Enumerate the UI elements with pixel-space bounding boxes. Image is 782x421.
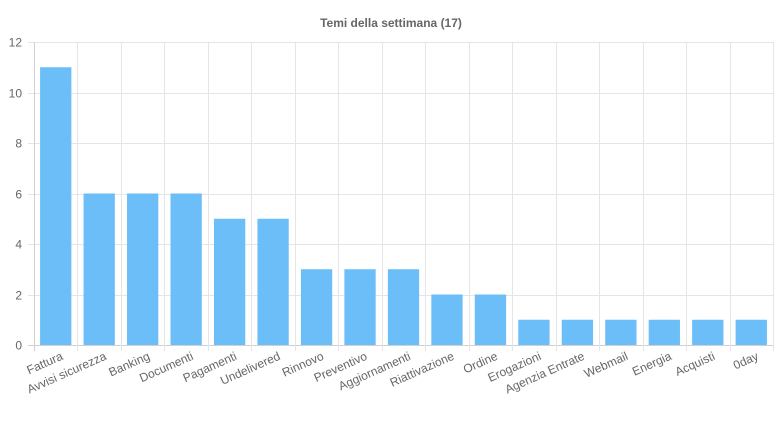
- x-tick-label: Acquisti: [673, 349, 717, 379]
- bar: [518, 319, 550, 345]
- y-tick-label: 12: [9, 36, 23, 50]
- bar: [257, 218, 289, 345]
- bar: [474, 294, 507, 345]
- bar: [170, 193, 202, 345]
- y-tick-label: 4: [15, 238, 22, 252]
- bar: [213, 218, 246, 345]
- y-tick-label: 6: [15, 188, 22, 202]
- x-tick-label: Energia: [630, 349, 674, 379]
- y-tick-label: 2: [15, 289, 22, 303]
- bar: [648, 319, 680, 345]
- y-tick-label: 8: [15, 137, 22, 151]
- bar: [387, 269, 420, 345]
- y-tick-label: 10: [9, 87, 23, 101]
- bar: [735, 319, 767, 345]
- bar: [127, 193, 159, 345]
- y-tick-label: 0: [15, 339, 22, 353]
- bar: [300, 269, 333, 345]
- bar: [83, 193, 115, 345]
- x-tick-label: 0day: [731, 349, 760, 372]
- bar: [605, 319, 637, 345]
- bar: [692, 319, 724, 345]
- x-tick-label: Webmail: [582, 349, 630, 381]
- bar: [431, 294, 463, 345]
- chart-title: Temi della settimana (17): [320, 16, 462, 30]
- bar: [344, 269, 376, 345]
- bar: [561, 319, 594, 345]
- bar: [40, 67, 72, 345]
